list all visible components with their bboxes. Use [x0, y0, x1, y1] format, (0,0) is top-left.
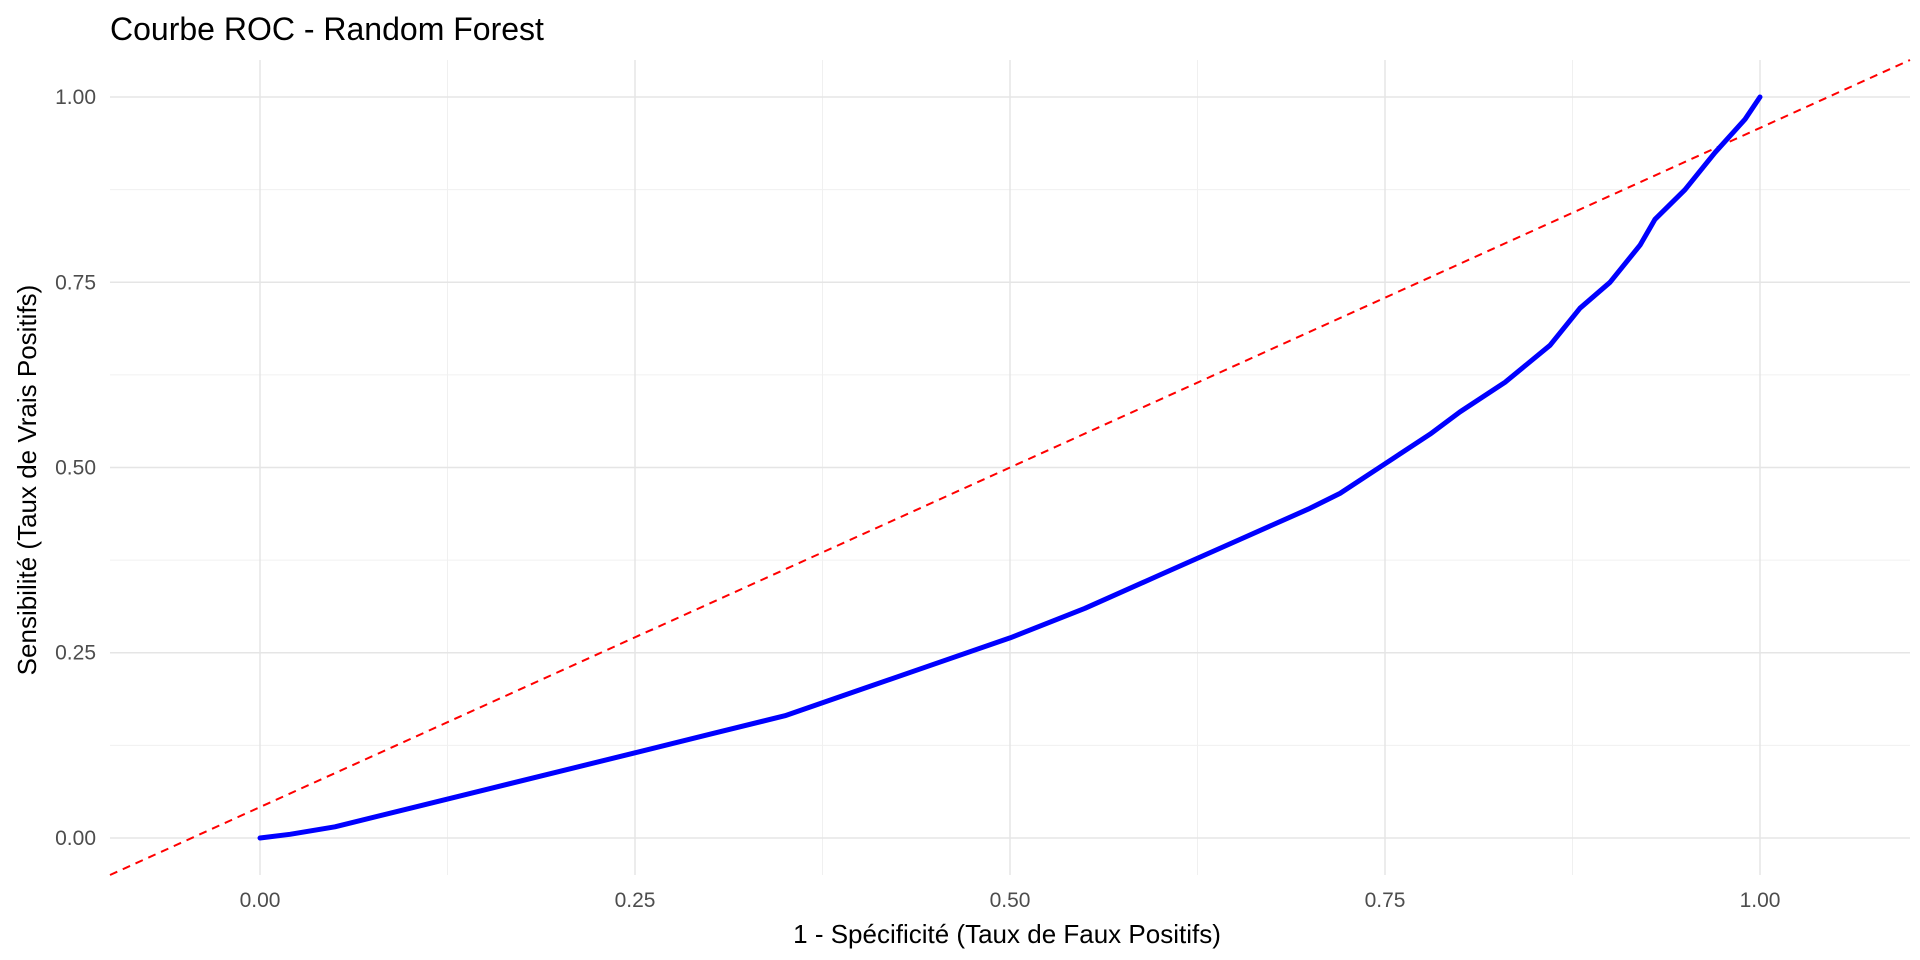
x-tick-label: 0.50 — [990, 889, 1031, 912]
x-axis-ticks: 0.00 0.25 0.50 0.75 1.00 — [240, 889, 1781, 912]
y-axis-ticks: 0.00 0.25 0.50 0.75 1.00 — [55, 86, 96, 850]
y-axis-title: Sensibilité (Taux de Vrais Positifs) — [12, 285, 42, 676]
x-axis-title: 1 - Spécificité (Taux de Faux Positifs) — [793, 919, 1221, 949]
y-tick-label: 0.75 — [55, 271, 96, 294]
y-tick-label: 0.50 — [55, 457, 96, 480]
x-tick-label: 0.00 — [240, 889, 281, 912]
y-tick-label: 1.00 — [55, 86, 96, 109]
y-tick-label: 0.25 — [55, 642, 96, 665]
reference-diagonal-line — [109, 59, 1911, 876]
x-tick-label: 0.75 — [1365, 889, 1406, 912]
roc-curve-line — [257, 94, 1763, 841]
chart-title: Courbe ROC - Random Forest — [110, 11, 544, 47]
reference-line-layer — [109, 59, 1911, 876]
x-tick-label: 1.00 — [1740, 889, 1781, 912]
x-tick-label: 0.25 — [615, 889, 656, 912]
grid — [110, 60, 1910, 875]
roc-curve-layer — [257, 94, 1763, 841]
y-tick-label: 0.00 — [55, 827, 96, 850]
